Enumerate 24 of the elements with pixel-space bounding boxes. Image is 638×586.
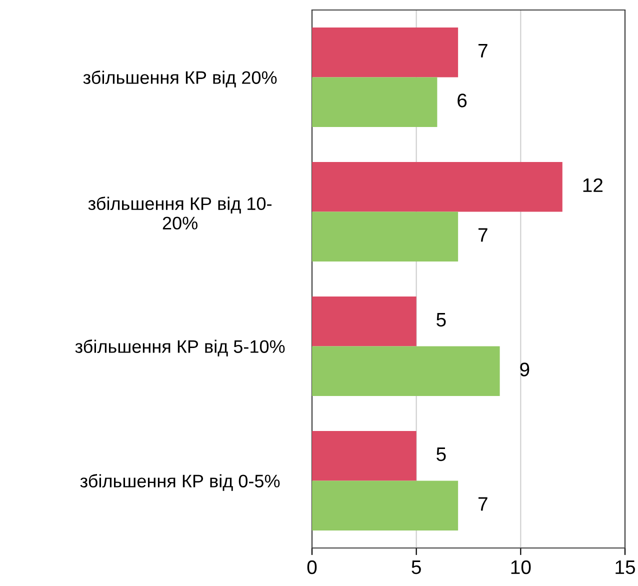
data-label: 9 xyxy=(520,362,530,376)
bar xyxy=(312,162,562,212)
bar xyxy=(312,346,500,396)
data-label: 7 xyxy=(478,497,488,511)
data-label: 5 xyxy=(436,448,446,462)
data-label: 6 xyxy=(458,94,467,108)
bar xyxy=(312,27,458,78)
y-tick-label: збільшення КР від 5-10% xyxy=(75,340,285,356)
bar xyxy=(312,296,416,346)
data-label: 12 xyxy=(583,178,602,192)
data-label: 7 xyxy=(478,44,488,58)
y-tick-label: збільшення КР від 20% xyxy=(83,70,277,88)
x-tick-label: 10 xyxy=(511,560,531,574)
y-tick-label: збільшення КР від 0-5% xyxy=(80,474,280,491)
x-tick-label: 15 xyxy=(616,560,635,574)
data-label: 5 xyxy=(436,313,446,327)
data-label: 7 xyxy=(478,228,488,242)
bar xyxy=(312,77,438,128)
bar xyxy=(312,430,416,481)
x-tick-label: 0 xyxy=(307,560,317,574)
x-tick-label: 5 xyxy=(412,560,421,574)
y-tick-label: збільшення КР від 10- 20% xyxy=(88,196,272,230)
bar xyxy=(312,480,458,531)
bar xyxy=(312,212,458,262)
